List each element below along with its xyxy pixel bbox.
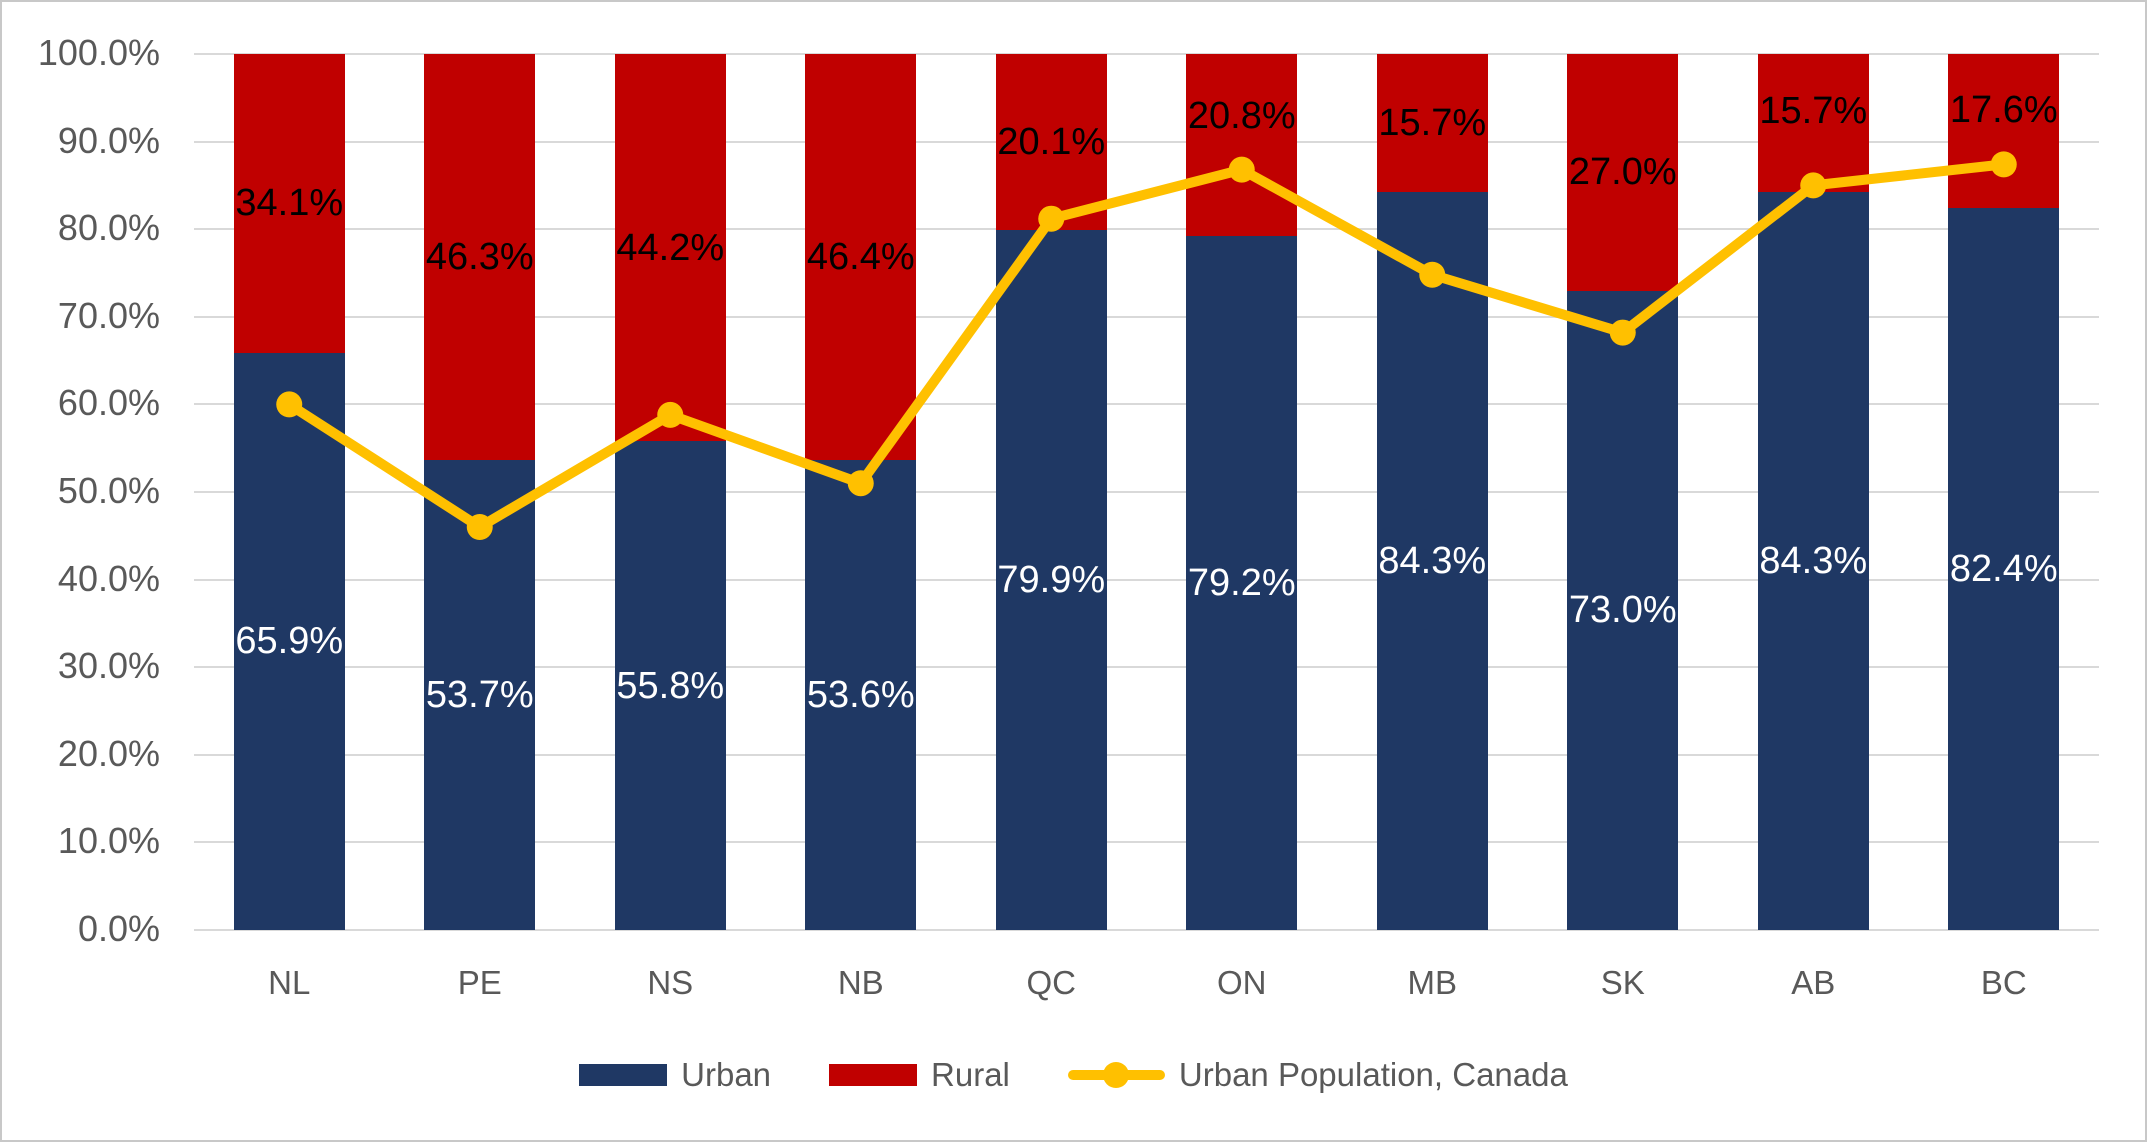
rural-data-label: 15.7% <box>1378 101 1487 144</box>
gridline <box>194 140 2099 143</box>
y-axis-tick-label: 0.0% <box>77 908 160 950</box>
rural-data-label: 46.4% <box>806 236 915 279</box>
urban-data-label: 79.2% <box>1187 562 1296 605</box>
gridline <box>194 666 2099 669</box>
x-axis-category-label: ON <box>1217 964 1267 1001</box>
y-axis-tick-label: 20.0% <box>57 732 160 774</box>
gridline <box>194 578 2099 581</box>
legend-label-rural: Rural <box>931 1056 1010 1093</box>
gridline <box>194 929 2099 931</box>
rural-data-label: 46.3% <box>425 235 534 278</box>
rural-data-label: 27.0% <box>1568 151 1677 194</box>
y-axis-tick-label: 100.0% <box>37 32 160 74</box>
x-axis-category-label: MB <box>1407 964 1458 1001</box>
x-axis-category-label: NB <box>837 964 884 1001</box>
rural-data-label: 15.7% <box>1759 90 1868 133</box>
urban-data-label: 79.9% <box>997 559 1106 602</box>
rural-data-label: 34.1% <box>235 182 344 225</box>
urban-swatch <box>579 1064 668 1086</box>
y-axis-tick-label: 90.0% <box>57 119 160 161</box>
legend: Urban Rural Urban Population, Canada <box>2 1048 2145 1102</box>
legend-item-urban: Urban <box>579 1056 771 1094</box>
urban-data-label: 84.3% <box>1378 539 1487 582</box>
gridline <box>194 753 2099 756</box>
y-axis-tick-label: 60.0% <box>57 382 160 424</box>
y-axis-tick-label: 70.0% <box>57 294 160 336</box>
rural-data-label: 17.6% <box>1949 89 2058 132</box>
x-axis-category-label: QC <box>1026 964 1077 1001</box>
legend-item-canada-line: Urban Population, Canada <box>1067 1056 1568 1094</box>
urban-data-label: 53.7% <box>425 673 534 716</box>
rural-data-label: 20.8% <box>1187 95 1296 138</box>
urban-data-label: 84.3% <box>1759 539 1868 582</box>
urban-bar-segment <box>805 460 917 930</box>
legend-item-rural: Rural <box>829 1056 1010 1094</box>
x-axis-category-label: BC <box>1980 964 2027 1001</box>
urban-data-label: 53.6% <box>806 674 915 717</box>
legend-label-urban: Urban <box>681 1056 772 1093</box>
urban-data-label: 55.8% <box>616 664 725 707</box>
line-marker-sample <box>1067 1061 1165 1089</box>
rural-bar-segment <box>1186 54 1298 237</box>
x-axis-category-label: NS <box>647 964 694 1001</box>
x-axis-category-label: NL <box>268 964 311 1001</box>
rural-bar-segment <box>1948 54 2060 209</box>
y-axis-tick-label: 80.0% <box>57 207 160 249</box>
urban-data-label: 82.4% <box>1949 548 2058 591</box>
gridline <box>194 841 2099 844</box>
gridline <box>194 53 2099 55</box>
line-sample-marker-icon <box>1103 1062 1130 1088</box>
urban-data-label: 73.0% <box>1568 589 1677 632</box>
rural-swatch <box>829 1064 918 1086</box>
x-axis-category-label: AB <box>1791 964 1836 1001</box>
rural-data-label: 20.1% <box>997 121 1106 164</box>
x-axis-category-label: SK <box>1600 964 1645 1001</box>
y-axis-tick-label: 30.0% <box>57 645 160 687</box>
legend-label-canada-line: Urban Population, Canada <box>1178 1056 1568 1093</box>
urban-data-label: 65.9% <box>235 620 344 663</box>
x-axis-category-label: PE <box>457 964 502 1001</box>
canada-line <box>284 159 2009 533</box>
y-axis-tick-label: 10.0% <box>57 820 160 862</box>
y-axis-tick-label: 50.0% <box>57 470 160 512</box>
y-axis-tick-label: 40.0% <box>57 557 160 599</box>
rural-data-label: 44.2% <box>616 226 725 269</box>
